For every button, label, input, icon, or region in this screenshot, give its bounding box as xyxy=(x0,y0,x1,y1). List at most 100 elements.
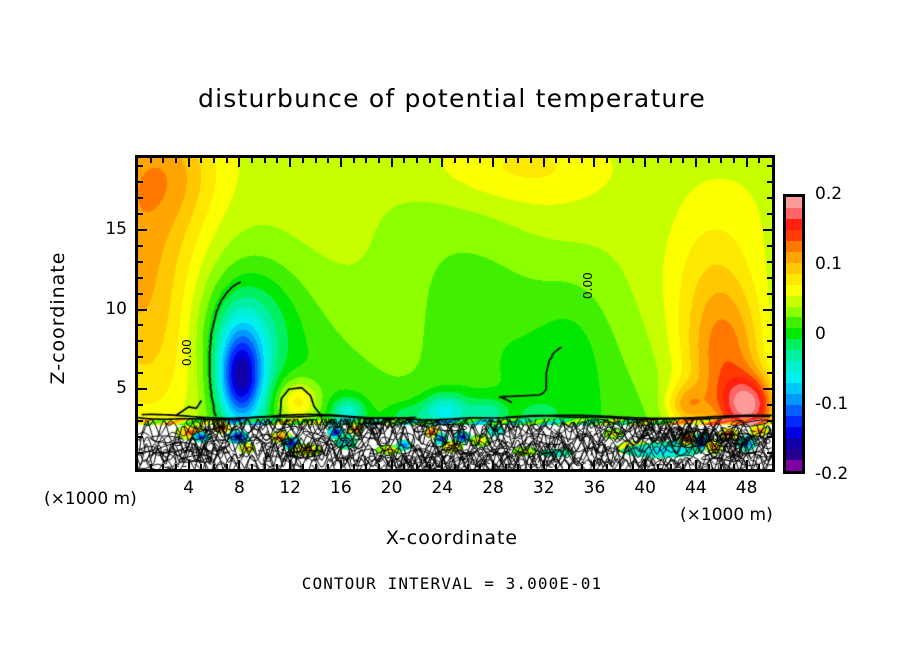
x-tick xyxy=(251,158,254,163)
x-tick xyxy=(694,158,697,167)
x-tick xyxy=(504,158,507,163)
x-axis-units: (×1000 m) xyxy=(680,505,773,525)
x-tick xyxy=(276,158,279,163)
y-tick xyxy=(138,292,143,295)
x-tick xyxy=(352,158,355,163)
y-tick xyxy=(767,260,772,263)
x-tick xyxy=(618,158,621,163)
x-tick xyxy=(618,464,621,469)
colorbar-label: 0 xyxy=(815,324,826,344)
colorbar-label: -0.2 xyxy=(815,464,849,484)
x-tick xyxy=(162,158,165,163)
x-tick xyxy=(580,158,583,163)
x-tick xyxy=(162,464,165,469)
x-tick xyxy=(187,158,190,167)
colorbar-swatch xyxy=(786,306,802,318)
x-tick xyxy=(365,158,368,163)
x-tick-label: 44 xyxy=(685,478,707,498)
colorbar-swatch xyxy=(786,339,802,351)
x-tick xyxy=(403,158,406,163)
colorbar-swatch xyxy=(786,459,802,471)
x-tick xyxy=(466,158,469,163)
x-tick xyxy=(415,158,418,163)
x-tick xyxy=(415,464,418,469)
x-tick xyxy=(175,158,178,163)
x-tick xyxy=(479,158,482,163)
x-tick-label: 20 xyxy=(380,478,403,498)
x-tick xyxy=(568,158,571,163)
x-tick xyxy=(327,158,330,163)
x-tick xyxy=(707,464,710,469)
y-tick xyxy=(767,452,772,455)
colorbar[interactable] xyxy=(783,194,805,474)
colorbar-group[interactable]: 0.2 0.1 0 -0.1 -0.2 xyxy=(783,184,848,484)
y-tick xyxy=(138,228,147,231)
y-tick xyxy=(138,340,143,343)
x-tick xyxy=(200,158,203,163)
x-tick xyxy=(301,158,304,163)
x-tick xyxy=(263,464,266,469)
x-tick xyxy=(745,158,748,167)
colorbar-label: 0.1 xyxy=(815,254,843,274)
x-tick xyxy=(593,460,596,469)
x-tick xyxy=(758,158,761,163)
y-tick xyxy=(763,308,772,311)
colorbar-label: -0.1 xyxy=(815,394,849,414)
y-tick xyxy=(138,164,143,167)
colorbar-swatch xyxy=(786,383,802,395)
y-tick xyxy=(767,372,772,375)
colorbar-swatch xyxy=(786,350,802,362)
colorbar-swatch xyxy=(786,207,802,219)
x-tick xyxy=(428,158,431,163)
x-tick-label: 16 xyxy=(330,478,352,498)
x-tick xyxy=(530,158,533,163)
y-tick xyxy=(138,356,143,359)
x-tick xyxy=(301,464,304,469)
x-tick xyxy=(631,158,634,163)
x-tick xyxy=(707,158,710,163)
x-tick xyxy=(656,158,659,163)
contour-plot-area[interactable]: 0.00 0.00 0.00 xyxy=(135,155,775,472)
x-tick xyxy=(339,158,342,167)
x-tick xyxy=(200,464,203,469)
x-tick xyxy=(542,460,545,469)
x-tick xyxy=(682,464,685,469)
x-tick xyxy=(492,460,495,469)
colorbar-swatch xyxy=(786,262,802,274)
x-tick xyxy=(555,464,558,469)
y-tick xyxy=(767,164,772,167)
y-tick xyxy=(138,436,143,439)
colorbar-swatch xyxy=(786,448,802,460)
x-tick xyxy=(390,158,393,167)
y-tick xyxy=(138,244,143,247)
x-tick xyxy=(644,460,647,469)
x-tick xyxy=(669,158,672,163)
y-tick xyxy=(138,324,143,327)
y-tick xyxy=(763,228,772,231)
contour-value-label: 0.00 xyxy=(180,339,194,366)
y-tick xyxy=(138,372,143,375)
colorbar-swatch xyxy=(786,240,802,252)
y-tick xyxy=(138,196,143,199)
y-tick-label: 15 xyxy=(105,218,127,239)
x-tick xyxy=(276,464,279,469)
contour-field-canvas xyxy=(138,158,772,469)
x-tick xyxy=(479,464,482,469)
y-tick xyxy=(767,404,772,407)
y-axis-title: Z-coordinate xyxy=(47,251,69,385)
x-tick-label: 32 xyxy=(532,478,555,498)
y-tick xyxy=(138,212,143,215)
x-tick xyxy=(213,158,216,163)
x-tick xyxy=(289,158,292,167)
y-tick-label: 5 xyxy=(116,378,127,399)
colorbar-swatch xyxy=(786,197,802,208)
x-tick xyxy=(644,158,647,167)
x-tick xyxy=(365,464,368,469)
y-tick xyxy=(138,308,147,311)
colorbar-swatch xyxy=(786,437,802,449)
page-title: disturbunce of potential temperature xyxy=(198,84,706,113)
x-tick xyxy=(694,460,697,469)
colorbar-swatch xyxy=(786,218,802,230)
x-tick xyxy=(352,464,355,469)
y-tick xyxy=(138,388,147,391)
